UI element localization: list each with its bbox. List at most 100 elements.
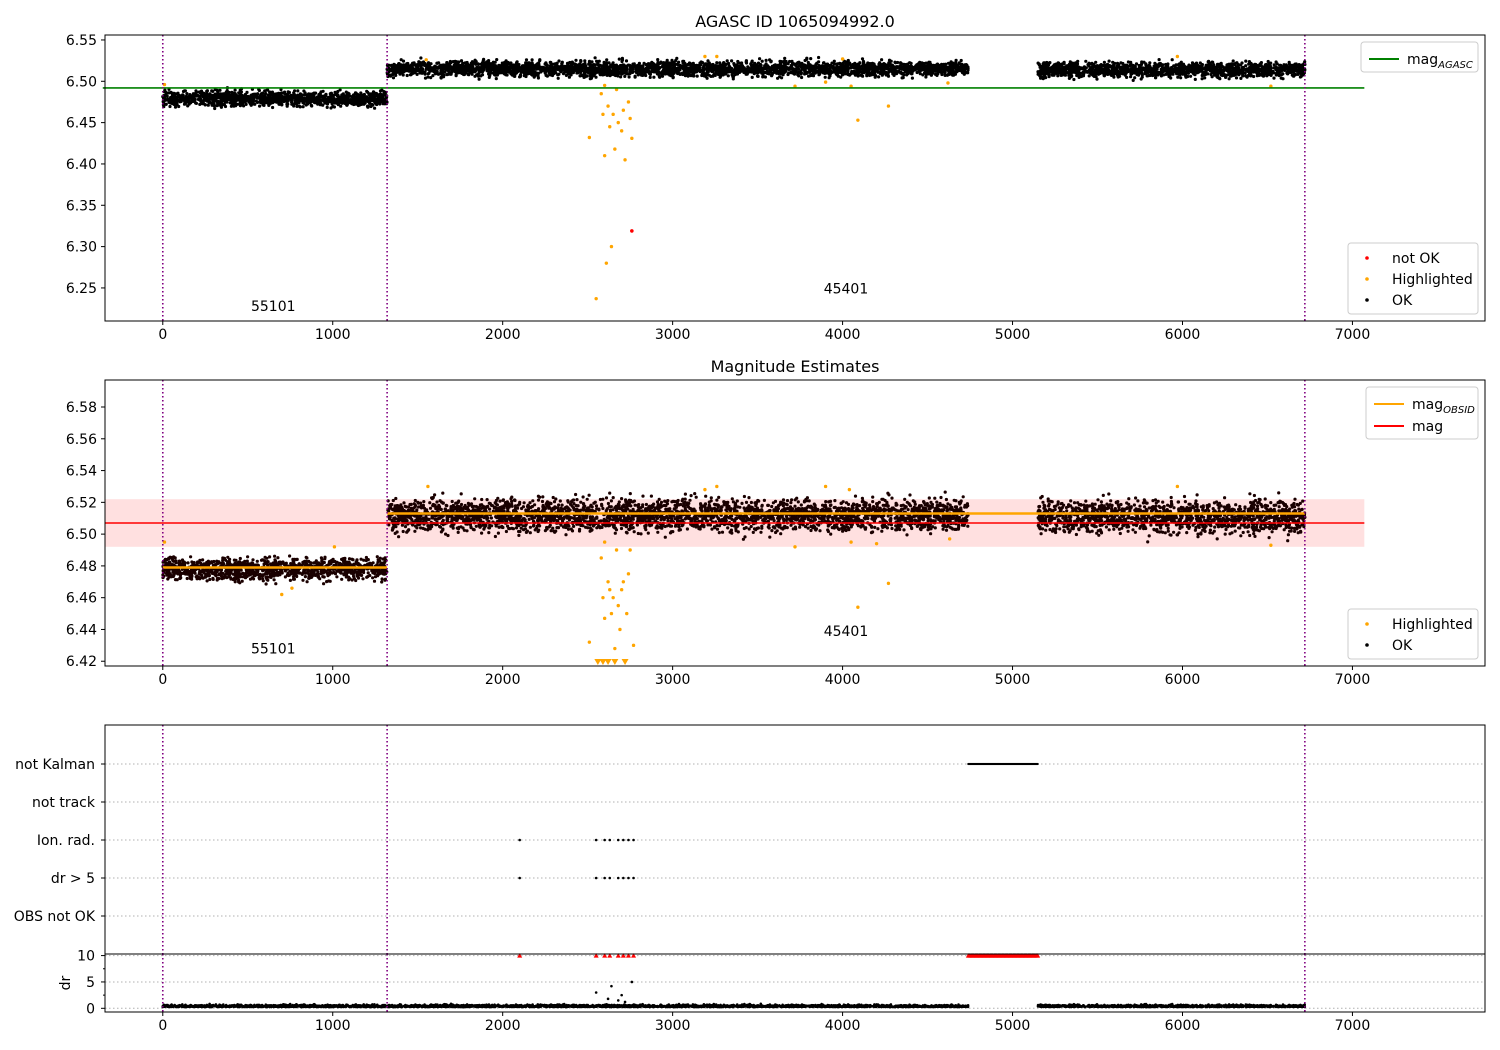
ok-point bbox=[318, 103, 322, 107]
ok-point bbox=[643, 73, 647, 77]
ok-point bbox=[915, 70, 919, 75]
ok-point bbox=[951, 73, 956, 77]
ok-point bbox=[854, 66, 858, 70]
ok-point bbox=[242, 94, 246, 98]
ok-point bbox=[488, 69, 493, 73]
ok-point bbox=[664, 61, 668, 66]
ok-point bbox=[249, 101, 253, 105]
ok-point bbox=[511, 70, 515, 74]
ok-point bbox=[545, 66, 550, 70]
ok-point bbox=[218, 88, 222, 92]
ok-point bbox=[800, 75, 804, 80]
ok-point bbox=[481, 59, 485, 63]
ok-point bbox=[419, 56, 423, 60]
ok-point bbox=[185, 92, 189, 96]
ok-point bbox=[1167, 74, 1171, 79]
ok-point bbox=[631, 70, 635, 74]
ok-point bbox=[780, 68, 785, 72]
ok-point bbox=[549, 60, 553, 65]
ok-point bbox=[810, 72, 814, 77]
ok-point bbox=[354, 101, 358, 105]
ok-point bbox=[263, 95, 267, 99]
ok-point bbox=[487, 61, 491, 65]
ok-point bbox=[165, 94, 169, 98]
ok-point bbox=[551, 68, 556, 72]
ok-point bbox=[476, 74, 480, 78]
ok-point bbox=[787, 71, 791, 75]
ok-point bbox=[817, 55, 821, 60]
ok-point bbox=[800, 61, 804, 65]
ok-point bbox=[529, 71, 533, 75]
ok-point bbox=[1072, 77, 1076, 82]
ok-point bbox=[176, 94, 181, 98]
ok-point bbox=[258, 104, 262, 108]
ok-point bbox=[848, 66, 852, 70]
ok-point bbox=[734, 69, 739, 73]
ok-point bbox=[357, 94, 361, 98]
ok-point bbox=[694, 65, 698, 69]
ok-point bbox=[607, 67, 611, 71]
ok-point bbox=[382, 91, 386, 95]
ok-point bbox=[652, 75, 656, 79]
ok-point bbox=[841, 69, 846, 73]
ok-point bbox=[494, 77, 498, 81]
ok-point bbox=[210, 89, 214, 93]
ok-point bbox=[644, 63, 648, 67]
ok-point bbox=[730, 59, 734, 63]
ok-point bbox=[457, 60, 461, 64]
ok-point bbox=[834, 70, 838, 74]
ok-point bbox=[220, 101, 224, 106]
ok-point bbox=[587, 59, 592, 64]
ok-point bbox=[859, 73, 864, 77]
ok-point bbox=[920, 61, 924, 65]
ok-point bbox=[405, 73, 409, 78]
ok-point bbox=[911, 68, 915, 72]
ok-point bbox=[227, 90, 231, 95]
ok-point bbox=[809, 57, 813, 61]
ok-point bbox=[735, 65, 739, 70]
ok-point bbox=[705, 76, 709, 80]
ok-point bbox=[524, 73, 528, 77]
ok-point bbox=[956, 63, 960, 67]
ok-point bbox=[322, 98, 326, 102]
ok-point bbox=[661, 70, 665, 74]
ok-point bbox=[560, 64, 564, 68]
ok-point bbox=[648, 75, 652, 79]
ok-point bbox=[280, 91, 284, 95]
ok-point bbox=[684, 69, 688, 73]
ok-point bbox=[485, 68, 490, 72]
ok-point bbox=[365, 89, 369, 93]
ok-point bbox=[907, 66, 911, 70]
ok-point bbox=[322, 94, 327, 98]
ok-point bbox=[589, 76, 594, 80]
ok-point bbox=[656, 70, 660, 75]
ok-point bbox=[846, 69, 850, 73]
ok-point bbox=[966, 68, 970, 72]
ok-point bbox=[489, 64, 493, 68]
ok-point bbox=[656, 58, 660, 62]
ok-point bbox=[527, 61, 531, 65]
ok-point bbox=[524, 71, 528, 75]
ok-point bbox=[1234, 76, 1239, 80]
ok-point bbox=[720, 63, 724, 67]
ok-point bbox=[593, 56, 597, 60]
ok-point bbox=[292, 104, 296, 108]
ok-point bbox=[271, 105, 275, 110]
ok-point bbox=[835, 73, 839, 77]
ok-point bbox=[735, 72, 740, 76]
ok-point bbox=[708, 67, 712, 71]
ok-point bbox=[886, 67, 891, 71]
ok-point bbox=[954, 58, 958, 62]
ok-point bbox=[298, 92, 302, 96]
ok-point bbox=[251, 93, 255, 97]
ok-point bbox=[923, 67, 927, 71]
ok-point bbox=[617, 70, 621, 74]
ok-point bbox=[535, 67, 540, 71]
ok-point bbox=[806, 60, 810, 65]
ok-point bbox=[605, 58, 609, 62]
ok-point bbox=[1154, 76, 1158, 80]
ok-point bbox=[598, 73, 603, 77]
ok-point bbox=[687, 61, 692, 65]
ok-point bbox=[591, 71, 596, 75]
ok-point bbox=[745, 67, 749, 71]
